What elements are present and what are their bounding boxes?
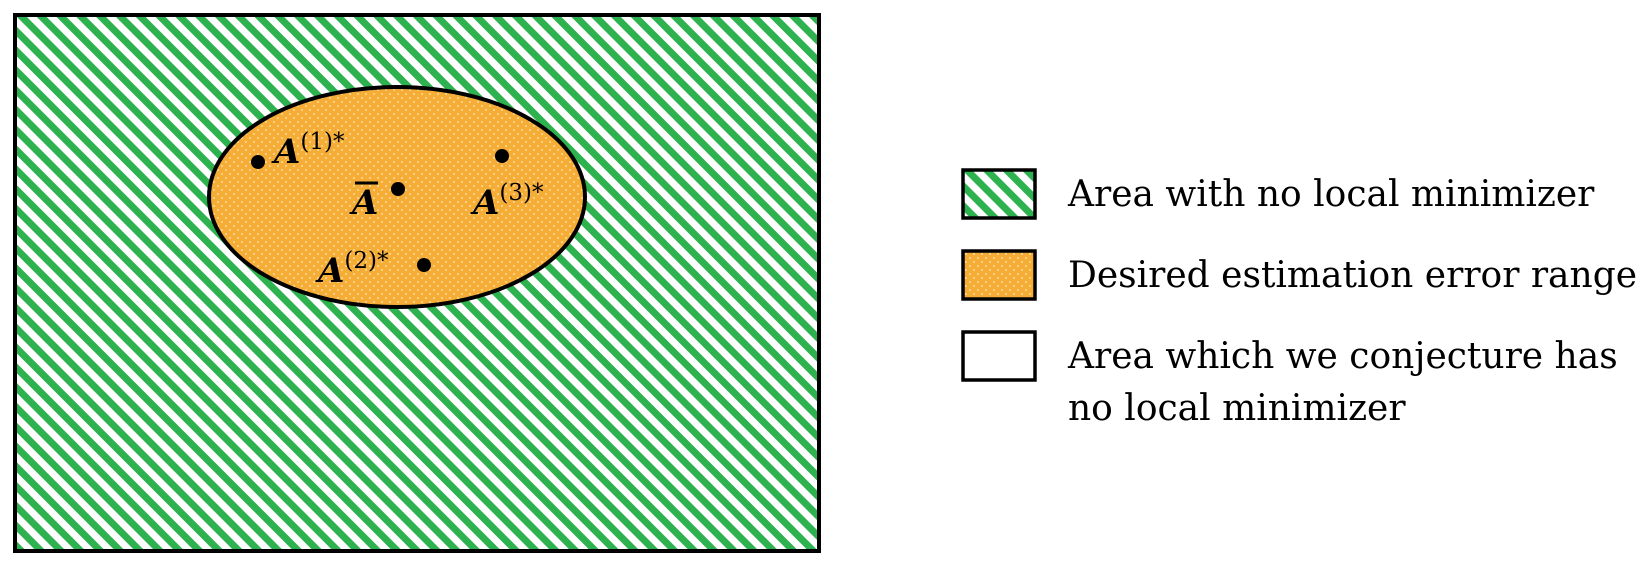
legend: Area with no local minimizer Desired est… <box>961 168 1637 429</box>
point-a1-dot <box>251 155 265 169</box>
label-abar: A <box>349 183 378 223</box>
legend-swatch-white <box>961 330 1037 382</box>
point-a2-dot <box>417 258 431 272</box>
label-a3-sup: (3)* <box>499 180 544 206</box>
label-a1: A(1)* <box>271 129 345 172</box>
desired-error-ellipse <box>207 85 587 309</box>
legend-swatch-orange-dots <box>961 249 1037 301</box>
label-a3: A(3)* <box>470 180 544 223</box>
label-a2-sup: (2)* <box>344 248 389 274</box>
legend-label-white-line2: no local minimizer <box>1068 388 1406 429</box>
legend-label-green: Area with no local minimizer <box>1067 174 1595 215</box>
label-a1-sup: (1)* <box>300 129 345 155</box>
label-a2: A(2)* <box>315 248 389 291</box>
point-a3-dot <box>495 149 509 163</box>
point-abar-dot <box>391 182 405 196</box>
legend-swatch-green-hatch <box>961 168 1037 220</box>
legend-label-orange: Desired estimation error range <box>1068 255 1637 296</box>
legend-label-white-line1: Area which we conjecture has <box>1067 336 1618 377</box>
